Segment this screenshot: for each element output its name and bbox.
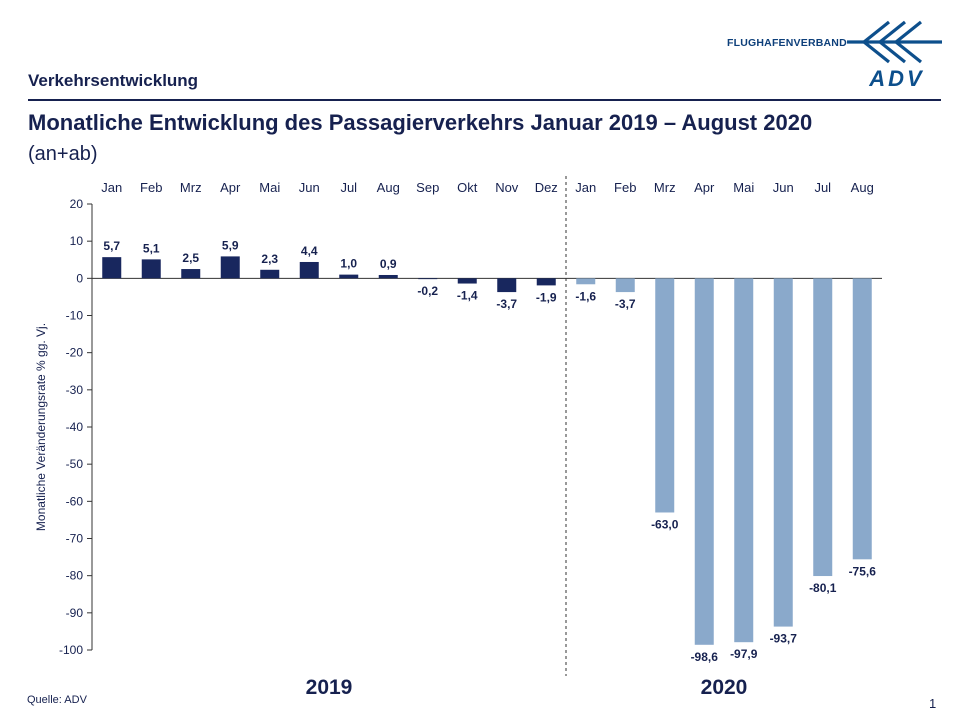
bar [694,278,714,645]
bar [260,269,280,279]
data-label: 0,9 [380,257,397,271]
data-label: -3,7 [496,297,517,311]
x-tick-label: Feb [140,180,162,195]
y-tick-label: -80 [66,569,84,583]
section-title: Verkehrsentwicklung [28,71,199,90]
bar [615,278,635,293]
data-label: -63,0 [651,517,679,531]
y-tick-label: 0 [76,271,83,285]
y-axis-title: Monatliche Veränderungsrate % gg. Vj. [34,323,48,531]
x-tick-label: Mrz [654,180,676,195]
data-label: 1,0 [340,257,357,271]
data-label: 4,4 [301,244,318,258]
y-tick-label: -90 [66,606,84,620]
x-tick-label: Mrz [180,180,202,195]
x-tick-label: Dez [535,180,558,195]
data-label: -98,6 [691,650,719,664]
x-tick-label: Jun [299,180,320,195]
x-tick-label: Aug [377,180,400,195]
x-tick-label: Jul [814,180,831,195]
data-label: -97,9 [730,647,758,661]
bar [457,278,477,284]
bar [378,274,398,279]
data-label: 5,9 [222,238,239,252]
x-tick-label: Nov [495,180,519,195]
bar [655,278,675,513]
data-label: 2,5 [182,251,199,265]
y-tick-label: -100 [59,643,83,657]
data-label: 5,7 [103,239,120,253]
bar [497,278,517,293]
bar [536,278,556,286]
x-tick-label: Sep [416,180,439,195]
x-tick-label: Apr [220,180,241,195]
data-label: -0,2 [417,284,438,298]
y-tick-label: 20 [70,197,84,211]
x-tick-label: Jul [340,180,357,195]
y-tick-label: -50 [66,457,84,471]
data-label: -1,4 [457,289,478,303]
bar [813,278,833,577]
y-tick-label: 10 [70,234,84,248]
data-label: -1,6 [575,289,596,303]
data-label: -75,6 [849,564,877,578]
x-tick-label: Okt [457,180,478,195]
data-label: -3,7 [615,297,636,311]
bar [141,259,161,279]
x-tick-label: Feb [614,180,636,195]
x-tick-label: Jan [575,180,596,195]
y-tick-label: -60 [66,494,84,508]
data-label: -93,7 [770,632,798,646]
data-label: 2,3 [261,252,278,266]
x-tick-label: Mai [733,180,754,195]
adv-logo-text: ADV [868,66,924,90]
page-subtitle: (an+ab) [28,143,98,165]
data-label: 5,1 [143,241,160,255]
header-divider [28,99,941,101]
bar [734,278,754,643]
year-label: 2019 [306,676,353,699]
bar [339,274,359,279]
x-tick-label: Jun [773,180,794,195]
bar [220,256,240,279]
bar [773,278,793,627]
source-note: Quelle: ADV [27,694,87,706]
y-tick-label: -20 [66,346,84,360]
y-tick-label: -30 [66,383,84,397]
x-tick-label: Aug [851,180,874,195]
data-label: -80,1 [809,581,837,595]
data-label: -1,9 [536,290,557,304]
bar [418,278,438,280]
bar [181,269,201,279]
page-number: 1 [929,696,937,711]
y-tick-label: -40 [66,420,84,434]
bar [102,257,122,279]
x-tick-label: Mai [259,180,280,195]
page-title: Monatliche Entwicklung des Passagierverk… [28,110,813,135]
adv-logo: ADV [847,20,942,90]
year-label: 2020 [701,676,748,699]
x-tick-label: Apr [694,180,715,195]
bar [299,261,319,279]
bar [576,278,596,285]
y-tick-label: -10 [66,309,84,323]
y-tick-label: -70 [66,532,84,546]
brand-name: FLUGHAFENVERBAND [727,37,847,49]
bar [852,278,872,560]
x-tick-label: Jan [101,180,122,195]
